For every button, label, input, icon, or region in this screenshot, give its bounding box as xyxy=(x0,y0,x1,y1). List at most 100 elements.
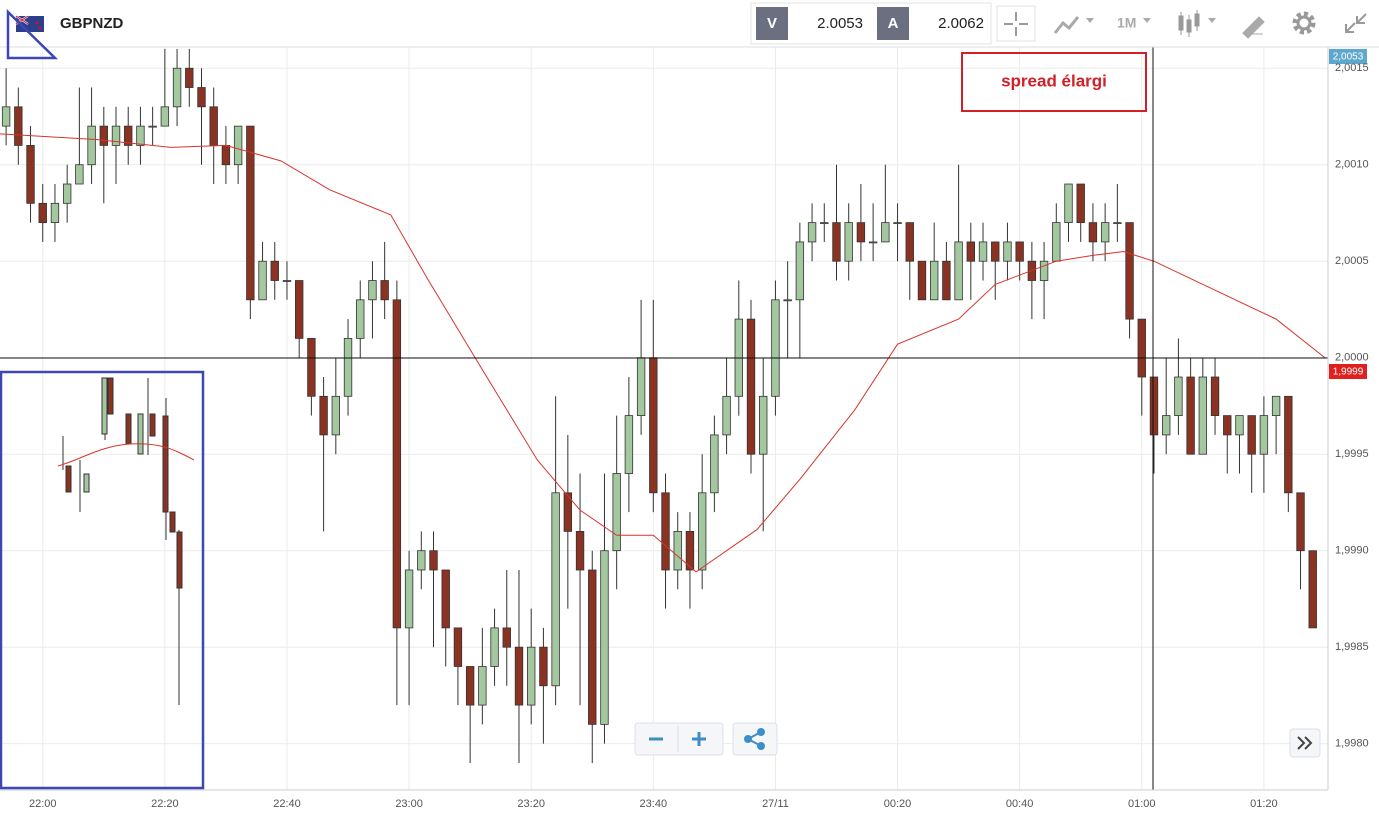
chart-type-button[interactable] xyxy=(1053,16,1080,34)
y-tick-label: 2,0015 xyxy=(1335,62,1369,74)
candle-body xyxy=(62,183,72,204)
x-tick-label: 27/11 xyxy=(762,798,789,810)
candle-body xyxy=(807,222,817,243)
candle-body xyxy=(26,145,35,204)
candle-body xyxy=(1003,241,1012,262)
candle-body xyxy=(404,569,414,629)
candle-body xyxy=(527,646,536,706)
y-tick-label: 2,0005 xyxy=(1335,255,1369,267)
scroll-icon xyxy=(1297,736,1313,750)
moving-average xyxy=(0,133,1326,573)
candle-body xyxy=(1271,395,1281,417)
crosshair-icon xyxy=(1004,12,1028,36)
bid-badge-text: 2,0053 xyxy=(1333,52,1364,63)
candle-body xyxy=(820,222,829,225)
x-tick-label: 22:40 xyxy=(273,798,301,810)
candle-body xyxy=(1247,415,1256,455)
candle-body xyxy=(1210,376,1220,417)
bid-label: V xyxy=(767,15,777,32)
candle-body xyxy=(795,241,805,301)
x-tick-label: 01:20 xyxy=(1250,798,1278,810)
candle-body xyxy=(99,125,108,146)
candle-body xyxy=(722,395,731,436)
candle-body xyxy=(1137,318,1146,378)
candle-body xyxy=(929,260,939,301)
candle-body xyxy=(282,280,292,282)
candle-body xyxy=(50,202,60,224)
settings-button[interactable] xyxy=(1292,11,1316,35)
candle-body xyxy=(356,299,365,339)
candle-body xyxy=(1235,415,1244,436)
candle-body xyxy=(1,106,11,127)
candle-body xyxy=(771,299,780,397)
candle-body xyxy=(502,627,511,648)
x-tick-label: 22:20 xyxy=(151,798,179,810)
candle-body xyxy=(954,241,963,301)
candle-body xyxy=(1223,415,1232,436)
candle-body xyxy=(1039,260,1049,281)
bid-price: 2.0053 xyxy=(817,15,863,32)
candle-body xyxy=(514,646,524,706)
candle-body xyxy=(148,125,157,128)
candle-body xyxy=(551,492,560,687)
draw-button[interactable] xyxy=(1242,16,1265,39)
y-tick-label: 1,9985 xyxy=(1335,641,1369,653)
annotation-box xyxy=(961,52,1147,112)
candle-body xyxy=(417,550,426,571)
symbol: GBPNZD xyxy=(60,15,124,32)
candle-body xyxy=(612,473,621,552)
candle-body xyxy=(490,627,499,667)
share-button[interactable] xyxy=(732,722,778,756)
bid-badge xyxy=(1329,49,1367,64)
candle-body xyxy=(673,530,682,571)
candle-body xyxy=(75,164,84,185)
candle-body xyxy=(1125,222,1134,320)
candle-body xyxy=(197,87,206,108)
candle-type-button[interactable] xyxy=(1178,10,1200,37)
candle-body xyxy=(539,646,548,687)
candle-body xyxy=(966,241,975,262)
candle-body xyxy=(844,222,853,262)
bid-button[interactable] xyxy=(756,7,788,40)
collapse-button[interactable] xyxy=(1345,13,1367,33)
quote-panel xyxy=(750,2,992,45)
candle-body xyxy=(856,222,866,243)
candle-body xyxy=(441,569,450,629)
candle-body xyxy=(942,260,951,301)
candle-body xyxy=(343,338,353,397)
ask-price: 2.0062 xyxy=(938,15,984,32)
candle-body xyxy=(649,357,658,494)
candle-body xyxy=(392,299,402,629)
dropdown xyxy=(1086,18,1094,23)
candle-body xyxy=(917,260,927,301)
candle-body xyxy=(246,125,255,301)
y-tick-label: 1,9995 xyxy=(1335,448,1369,460)
candle-body xyxy=(1162,415,1171,436)
x-tick-label: 00:40 xyxy=(1006,798,1034,810)
triangle-annotation xyxy=(6,9,59,60)
plot xyxy=(0,47,1328,790)
candle-body xyxy=(465,666,475,706)
candle-body xyxy=(1076,183,1085,224)
candle-body xyxy=(710,434,719,494)
zoom-in[interactable] xyxy=(692,732,706,746)
candle-body xyxy=(380,280,389,301)
candle-body xyxy=(881,222,890,243)
candle-body xyxy=(1186,376,1195,455)
candle-body xyxy=(172,67,182,108)
timeframe-button[interactable]: 1M xyxy=(1117,15,1136,31)
candle-body xyxy=(563,492,573,532)
x-tick-label: 23:40 xyxy=(640,798,668,810)
y-tick-label: 2,0010 xyxy=(1335,159,1369,171)
candle-body xyxy=(185,67,194,88)
candle-body xyxy=(600,550,609,725)
candle-body xyxy=(478,666,487,706)
annotation-text: spread élargi xyxy=(1001,71,1107,90)
candle-body xyxy=(697,492,707,571)
candle-body xyxy=(429,550,438,571)
candle-body xyxy=(893,222,902,225)
ask-button[interactable] xyxy=(877,7,909,40)
candle-body xyxy=(160,106,170,127)
candle-body xyxy=(331,395,341,436)
